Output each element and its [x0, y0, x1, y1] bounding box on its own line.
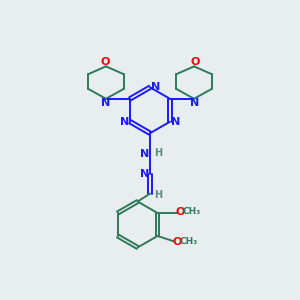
- Text: N: N: [151, 82, 160, 92]
- Text: N: N: [140, 149, 149, 159]
- Text: N: N: [101, 98, 110, 108]
- Text: CH₃: CH₃: [182, 207, 200, 216]
- Text: O: O: [190, 57, 200, 67]
- Text: N: N: [140, 169, 149, 178]
- Text: N: N: [120, 117, 129, 127]
- Text: N: N: [190, 98, 199, 108]
- Text: H: H: [154, 190, 162, 200]
- Text: CH₃: CH₃: [179, 237, 198, 246]
- Text: N: N: [171, 117, 180, 127]
- Text: H: H: [154, 148, 162, 158]
- Text: O: O: [176, 207, 185, 217]
- Text: O: O: [100, 57, 110, 67]
- Text: O: O: [172, 237, 182, 247]
